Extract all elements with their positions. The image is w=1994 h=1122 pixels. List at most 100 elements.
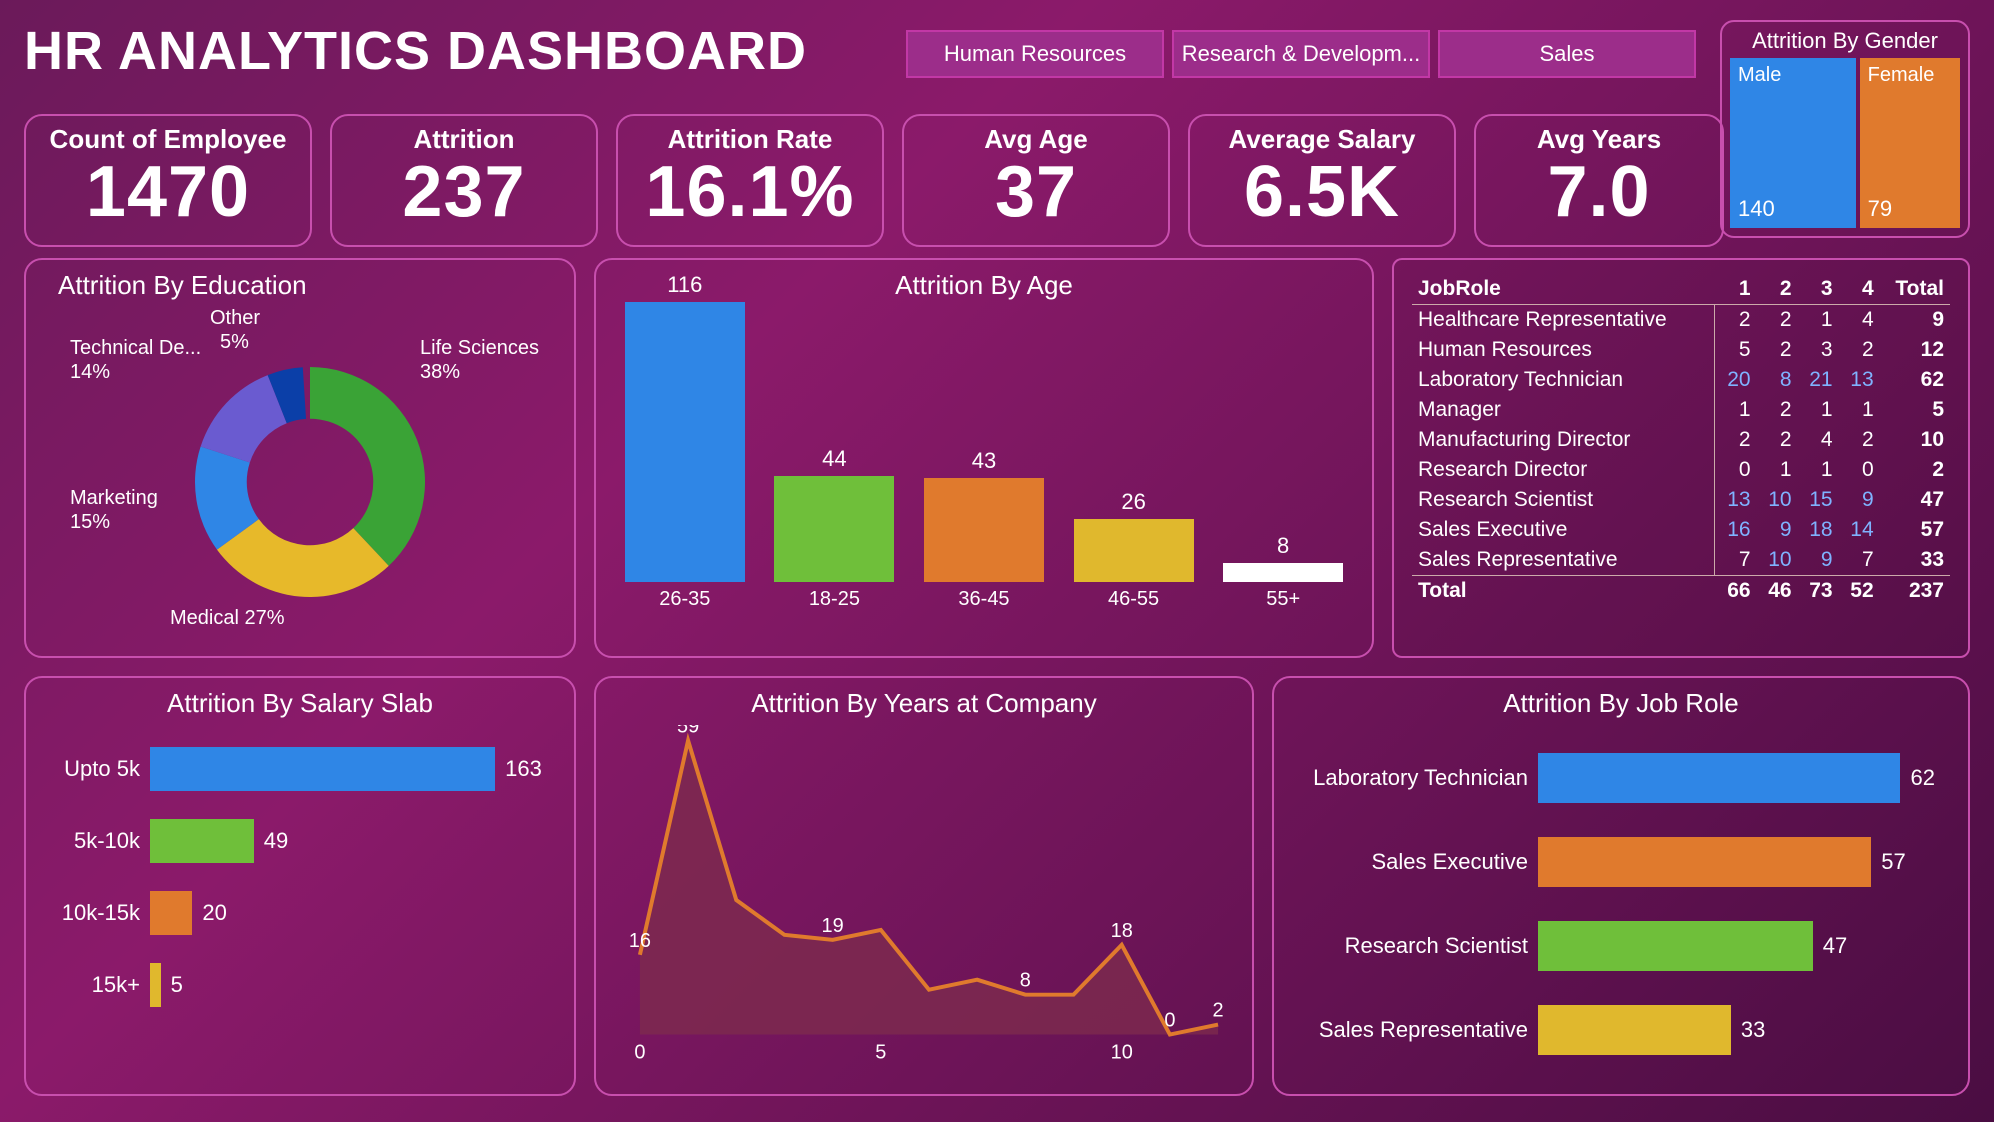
role-bar[interactable]: Sales Executive57 (1288, 837, 1954, 887)
table-row[interactable]: Healthcare Representative22149 (1412, 305, 1950, 336)
cell-value: 9 (1798, 545, 1839, 576)
bar-rect (150, 891, 192, 935)
cell-role: Research Director (1412, 455, 1715, 485)
bar-value: 163 (505, 756, 542, 782)
donut-label-mkt-pct: 15% (70, 511, 110, 534)
footer-value: 66 (1715, 576, 1757, 607)
col-header[interactable]: 2 (1757, 274, 1798, 305)
table-row[interactable]: Laboratory Technician208211362 (1412, 365, 1950, 395)
age-bar[interactable]: 44 18-25 (764, 446, 904, 611)
cell-total: 9 (1880, 305, 1950, 336)
table-row[interactable]: Manufacturing Director224210 (1412, 425, 1950, 455)
panel-education[interactable]: Attrition By Education Life Sciences 38%… (24, 258, 576, 658)
bar-label: Upto 5k (40, 756, 150, 782)
bar-category: 26-35 (659, 588, 710, 611)
kpi-avg-years[interactable]: Avg Years 7.0 (1474, 114, 1724, 247)
panel-jobrole[interactable]: Attrition By Job Role Laboratory Technic… (1272, 676, 1970, 1096)
cell-value: 2 (1715, 305, 1757, 336)
cell-role: Healthcare Representative (1412, 305, 1715, 336)
bar-category: 18-25 (809, 588, 860, 611)
bar-category: 36-45 (958, 588, 1009, 611)
gender-male-label: Male (1738, 64, 1848, 87)
cell-value: 1 (1798, 395, 1839, 425)
table-row[interactable]: Sales Executive169181457 (1412, 515, 1950, 545)
kpi-label: Avg Age (914, 124, 1158, 155)
col-header[interactable]: 3 (1798, 274, 1839, 305)
panel-salary-slab[interactable]: Attrition By Salary Slab Upto 5k1635k-10… (24, 676, 576, 1096)
cell-value: 7 (1839, 545, 1880, 576)
kpi-label: Count of Employee (36, 124, 300, 155)
col-header[interactable]: 4 (1839, 274, 1880, 305)
salary-bar[interactable]: 10k-15k20 (40, 891, 560, 935)
bar-value: 8 (1277, 533, 1289, 559)
panel-years[interactable]: Attrition By Years at Company 1659198180… (594, 676, 1254, 1096)
cell-value: 14 (1839, 515, 1880, 545)
col-header[interactable]: 1 (1715, 274, 1757, 305)
gender-bar-male[interactable]: Male 140 (1730, 58, 1856, 228)
gender-bar-female[interactable]: Female 79 (1860, 58, 1960, 228)
cell-role: Research Scientist (1412, 485, 1715, 515)
kpi-row: Count of Employee 1470 Attrition 237 Att… (24, 114, 1724, 247)
donut-label-tech-pct: 14% (70, 361, 110, 384)
footer-total: 237 (1880, 576, 1950, 607)
cell-value: 2 (1757, 395, 1798, 425)
cell-role: Manufacturing Director (1412, 425, 1715, 455)
cell-value: 0 (1715, 455, 1757, 485)
donut-slice[interactable] (310, 367, 425, 566)
cell-value: 20 (1715, 365, 1757, 395)
slicer-rd[interactable]: Research & Developm... (1172, 30, 1430, 78)
bar-rect (150, 963, 161, 1007)
table-row[interactable]: Human Resources523212 (1412, 335, 1950, 365)
kpi-label: Attrition Rate (628, 124, 872, 155)
cell-total: 10 (1880, 425, 1950, 455)
col-header[interactable]: Total (1880, 274, 1950, 305)
cell-value: 7 (1715, 545, 1757, 576)
bar-category: 46-55 (1108, 588, 1159, 611)
table-row[interactable]: Sales Representative7109733 (1412, 545, 1950, 576)
bar-rect (1538, 921, 1813, 971)
cell-value: 2 (1839, 335, 1880, 365)
years-area-chart: 165919818020510 (610, 725, 1238, 1065)
col-header[interactable]: JobRole (1412, 274, 1715, 305)
bar-rect (150, 819, 254, 863)
salary-bar[interactable]: 5k-10k49 (40, 819, 560, 863)
bar-value: 44 (822, 446, 846, 472)
kpi-avg-age[interactable]: Avg Age 37 (902, 114, 1170, 247)
panel-age[interactable]: Attrition By Age 11626-354418-254336-452… (594, 258, 1374, 658)
salary-bar[interactable]: 15k+5 (40, 963, 560, 1007)
cell-value: 2 (1757, 425, 1798, 455)
age-bar[interactable]: 855+ (1213, 533, 1353, 611)
slicer-sales[interactable]: Sales (1438, 30, 1696, 78)
kpi-avg-salary[interactable]: Average Salary 6.5K (1188, 114, 1456, 247)
bar-label: 15k+ (40, 972, 150, 998)
bar-value: 20 (202, 900, 226, 926)
data-label: 59 (677, 725, 699, 738)
panel-jobrole-matrix[interactable]: JobRole1234Total Healthcare Representati… (1392, 258, 1970, 658)
kpi-employee-count[interactable]: Count of Employee 1470 (24, 114, 312, 247)
age-bar[interactable]: 4336-45 (914, 448, 1054, 611)
bar-value: 62 (1910, 765, 1934, 791)
bar-rect (625, 302, 745, 582)
cell-value: 13 (1715, 485, 1757, 515)
role-bar[interactable]: Sales Representative33 (1288, 1005, 1954, 1055)
kpi-value: 1470 (36, 155, 300, 231)
table-row[interactable]: Research Scientist131015947 (1412, 485, 1950, 515)
data-label: 16 (629, 930, 651, 952)
table-row[interactable]: Research Director01102 (1412, 455, 1950, 485)
kpi-value: 37 (914, 155, 1158, 231)
bar-rect (1538, 1005, 1731, 1055)
role-bar[interactable]: Laboratory Technician62 (1288, 753, 1954, 803)
cell-value: 10 (1757, 485, 1798, 515)
donut-label-other-pct: 5% (220, 331, 249, 354)
kpi-value: 16.1% (628, 155, 872, 231)
role-bar[interactable]: Research Scientist47 (1288, 921, 1954, 971)
age-bar[interactable]: 11626-35 (615, 272, 755, 611)
age-bar[interactable]: 2646-55 (1064, 489, 1204, 611)
cell-value: 5 (1715, 335, 1757, 365)
kpi-attrition-rate[interactable]: Attrition Rate 16.1% (616, 114, 884, 247)
slicer-hr[interactable]: Human Resources (906, 30, 1164, 78)
table-row[interactable]: Manager12115 (1412, 395, 1950, 425)
salary-bar[interactable]: Upto 5k 163 (40, 747, 560, 791)
donut-label-tech: Technical De... (70, 337, 201, 360)
kpi-attrition[interactable]: Attrition 237 (330, 114, 598, 247)
